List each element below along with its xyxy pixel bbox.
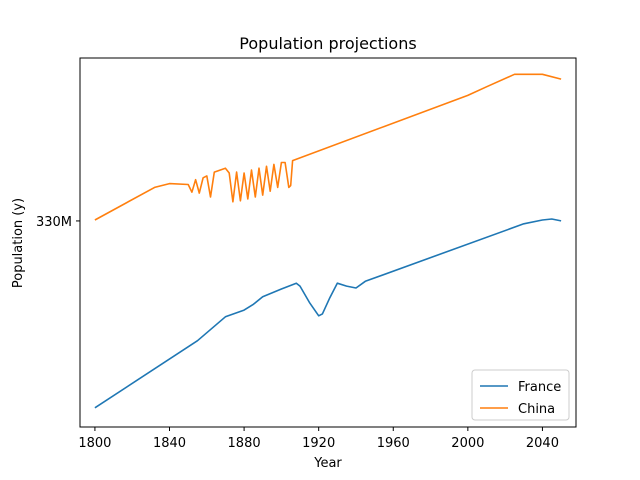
- x-axis: 1800 1840 1880 1920 1960 2000 2040: [78, 427, 559, 451]
- x-tick-label: 2040: [526, 436, 559, 451]
- legend-label-china: China: [518, 402, 555, 417]
- x-tick-label: 1880: [228, 436, 261, 451]
- legend: France China: [471, 369, 570, 421]
- x-tick-label: 1840: [153, 436, 186, 451]
- legend-label-france: France: [518, 380, 561, 395]
- x-tick-label: 1960: [377, 436, 410, 451]
- chart-title: Population projections: [239, 34, 416, 53]
- y-tick-label: 330M: [36, 215, 72, 230]
- x-tick-label: 1800: [78, 436, 111, 451]
- plot-area: [94, 73, 562, 409]
- x-tick-label: 1920: [302, 436, 335, 451]
- x-tick-label: 2000: [451, 436, 484, 451]
- y-axis: 330M: [36, 215, 80, 230]
- x-axis-label: Year: [313, 456, 342, 471]
- plot-frame: [79, 57, 577, 428]
- series-line-china: [94, 73, 562, 221]
- series-line-france: [94, 218, 562, 409]
- y-axis-label: Population (y): [11, 198, 26, 288]
